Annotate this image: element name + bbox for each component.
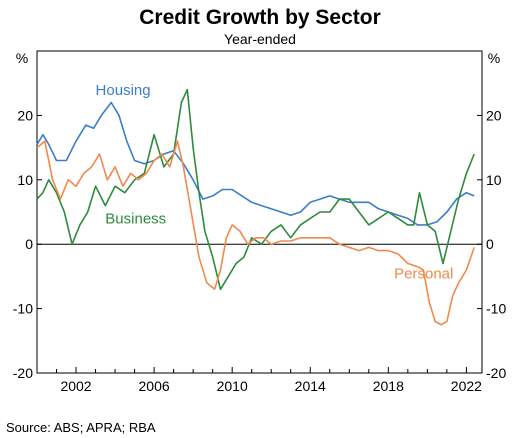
- y-tick-label-left: 20: [17, 107, 33, 123]
- x-tick-label: 2010: [217, 378, 248, 394]
- y-tick-label-right: 20: [486, 107, 502, 123]
- series-line-personal: [36, 140, 475, 326]
- chart-title: Credit Growth by Sector: [139, 6, 381, 29]
- plot-frame: [36, 50, 483, 374]
- x-tick-label: 2022: [451, 378, 482, 394]
- x-tick-label: 2014: [295, 378, 326, 394]
- source-note: Source: ABS; APRA; RBA: [6, 420, 156, 435]
- y-tick-label-left: -10: [13, 301, 33, 317]
- y-tick-label-left: 0: [25, 236, 33, 252]
- y-tick-label-right: -10: [486, 301, 506, 317]
- y-unit-right: %: [488, 50, 500, 66]
- series-label-personal: Personal: [394, 265, 453, 282]
- y-tick-label-left: 10: [17, 172, 33, 188]
- y-tick-label-right: 10: [486, 172, 502, 188]
- y-tick-label-left: -20: [13, 365, 33, 381]
- series-line-business: [36, 88, 475, 291]
- series-line-housing: [36, 101, 475, 226]
- y-unit-left: %: [16, 50, 28, 66]
- y-tick-label-right: -20: [486, 365, 506, 381]
- series-label-business: Business: [105, 211, 166, 228]
- chart-subtitle: Year-ended: [224, 31, 296, 47]
- y-tick-label-right: 0: [486, 236, 494, 252]
- plot-area: -20 -20 -10 -10 0 0 10 10 20 20 2002 2006 2010 2014 20…: [13, 50, 506, 394]
- x-tick-label: 2018: [373, 378, 404, 394]
- series-label-housing: Housing: [96, 82, 151, 99]
- x-tick-label: 2006: [139, 378, 170, 394]
- x-tick-label: 2002: [60, 378, 91, 394]
